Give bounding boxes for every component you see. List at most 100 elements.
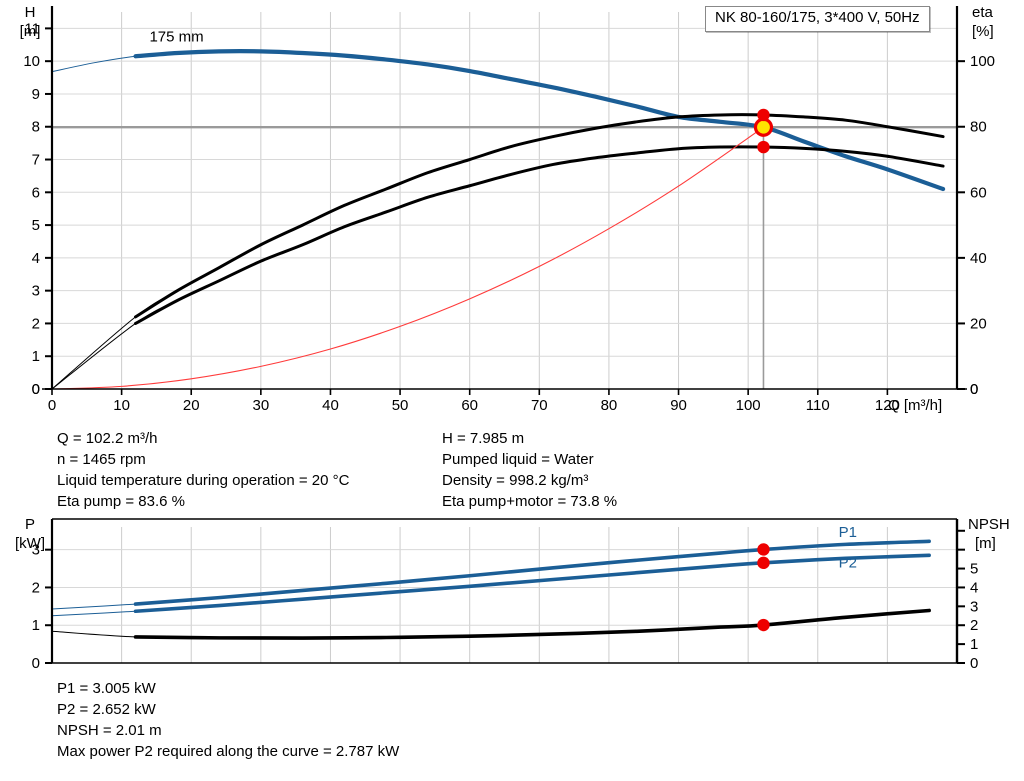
power-info: P1 = 3.005 kW P2 = 2.652 kW NPSH = 2.01 … <box>57 678 399 762</box>
tick-label-q-50: 50 <box>392 397 409 414</box>
tick-label-h-9: 9 <box>32 86 40 103</box>
tick-label-q-110: 110 <box>806 397 830 414</box>
curve-thin-1 <box>51 114 944 390</box>
power-npsh-chart: 0 1 2 3 0 1 2 3 45 P [kW] NPSH [m] P1 P2 <box>15 516 1010 672</box>
marker-p2-point <box>757 556 770 570</box>
curve-P2 <box>133 553 931 614</box>
markers <box>753 108 774 154</box>
tick-label-h-10: 10 <box>23 53 40 70</box>
curve-2 <box>134 145 945 325</box>
guide-lines <box>52 126 957 389</box>
axis-title-npsh-unit: [m] <box>975 535 996 552</box>
marker-eta-pump-motor-point <box>757 140 770 154</box>
tick-label-p-0: 0 <box>32 655 40 672</box>
tick-label-q-0: 0 <box>48 397 56 414</box>
tick-label-npsh-2: 2 <box>970 617 978 634</box>
marker-duty-point <box>753 117 774 137</box>
tick-label-h-6: 6 <box>32 184 40 201</box>
info-line-n: n = 1465 rpm <box>57 451 146 468</box>
curve-1 <box>134 113 945 319</box>
chart-title-text: NK 80-160/175, 3*400 V, 50Hz <box>715 9 920 26</box>
marker-npsh-point <box>757 618 770 632</box>
tick-label-p-3: 3 <box>32 542 40 559</box>
axis-titles: P [kW] NPSH [m] <box>15 516 1010 552</box>
curves <box>51 539 931 640</box>
info-line-q: Q = 102.2 m³/h <box>57 430 158 447</box>
tick-label-q-90: 90 <box>670 397 687 414</box>
tick-label-q-120: 120 <box>875 397 900 414</box>
tick-label-h-7: 7 <box>32 152 40 169</box>
chart-title-box: NK 80-160/175, 3*400 V, 50Hz <box>705 6 930 32</box>
curves <box>51 49 946 390</box>
annotation-impeller-size: 175 mm <box>149 29 203 46</box>
tick-label-eta-40: 40 <box>970 250 987 267</box>
tick-label-h-zero-right: 0 <box>32 381 40 398</box>
info-line-pumped-liquid: Pumped liquid = Water <box>442 451 594 468</box>
info-line-p2: P2 = 2.652 kW <box>57 701 156 718</box>
tick-label-h-11: 11 <box>24 20 40 37</box>
duty-info-right-column: H = 7.985 m Pumped liquid = Water Densit… <box>442 428 617 512</box>
info-line-npsh: NPSH = 2.01 m <box>57 722 162 739</box>
tick-label-eta-0: 0 <box>970 381 978 398</box>
info-line-eta-pump: Eta pump = 83.6 % <box>57 493 185 510</box>
tick-label-q-60: 60 <box>461 397 478 414</box>
tick-label-npsh-4: 4 <box>970 579 978 596</box>
tick-label-p-1: 1 <box>32 617 40 634</box>
curve-P1 <box>133 539 931 606</box>
tick-label-q-100: 100 <box>736 397 761 414</box>
tick-label-eta-60: 60 <box>970 184 987 201</box>
marker-p1-point <box>757 543 770 556</box>
info-line-p1: P1 = 3.005 kW <box>57 680 156 697</box>
annotation-p1: P1 <box>839 524 857 541</box>
tick-label-h-5: 5 <box>32 217 40 234</box>
curve-system <box>51 126 764 390</box>
axis-title-npsh: NPSH <box>968 516 1010 533</box>
axis-title-p-unit: [kW] <box>15 535 45 552</box>
axes <box>42 6 967 390</box>
curve-NPSH <box>133 608 931 640</box>
tick-label-eta-80: 80 <box>970 119 987 136</box>
tick-label-h-1: 1 <box>32 348 40 365</box>
tick-label-npsh-0: 0 <box>970 655 978 672</box>
tick-labels: 0 1 2 3 0 1 2 3 45 <box>32 529 978 672</box>
axis-titles: H [m] eta [%] Q [m³/h] <box>20 4 994 414</box>
tick-label-npsh-3: 3 <box>970 598 978 615</box>
tick-label-npsh-1: 1 <box>970 636 978 653</box>
info-line-max-power: Max power P2 required along the curve = … <box>57 743 400 760</box>
info-line-eta-pump-motor: Eta pump+motor = 73.8 % <box>442 493 618 510</box>
tick-label-h-2: 2 <box>32 315 40 332</box>
curve-0 <box>133 49 946 192</box>
tick-label-eta-100: 100 <box>970 53 995 70</box>
axis-title-h-unit: [m] <box>20 23 41 40</box>
grid-lines <box>52 527 957 663</box>
axes <box>50 518 959 664</box>
duty-point-info: Q = 102.2 m³/h n = 1465 rpm Liquid tempe… <box>57 428 957 520</box>
axis-title-eta-unit: [%] <box>972 23 994 40</box>
annotation-p2: P2 <box>839 554 857 571</box>
info-line-liquid-temperature: Liquid temperature during operation = 20… <box>57 472 350 489</box>
curve-thin-2 <box>51 146 944 390</box>
tick-label-q-10: 10 <box>113 397 130 414</box>
info-line-h: H = 7.985 m <box>442 430 525 447</box>
tick-label-h-8: 8 <box>32 119 40 136</box>
duty-info-left-column: Q = 102.2 m³/h n = 1465 rpm Liquid tempe… <box>57 428 349 512</box>
tick-label-h-0: 0 <box>32 381 40 398</box>
axis-title-h: H <box>25 4 36 21</box>
tick-label-npsh-5: 5 <box>970 561 978 578</box>
tick-label-eta-zero: 0 <box>970 381 978 398</box>
axis-title-p: P <box>25 516 35 533</box>
tick-label-q-20: 20 <box>183 397 200 414</box>
tick-label-q-40: 40 <box>322 397 339 414</box>
markers <box>757 543 770 632</box>
info-line-density: Density = 998.2 kg/m³ <box>442 472 589 489</box>
axis-title-eta: eta <box>972 4 994 21</box>
tick-label-p-2: 2 <box>32 579 40 596</box>
axis-title-q: Q [m³/h] <box>888 397 942 414</box>
tick-label-h-4: 4 <box>32 250 40 267</box>
tick-label-q-80: 80 <box>601 397 618 414</box>
tick-label-q-70: 70 <box>531 397 548 414</box>
curve-thin-0 <box>51 50 944 190</box>
